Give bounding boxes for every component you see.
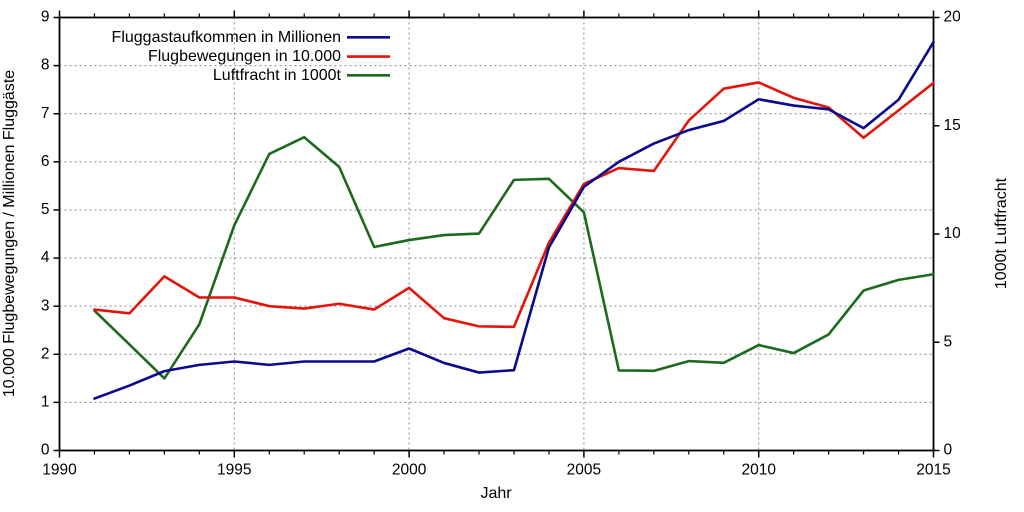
svg-text:4: 4 (41, 249, 50, 266)
svg-text:6: 6 (41, 153, 50, 170)
svg-text:Jahr: Jahr (480, 485, 512, 502)
svg-text:20: 20 (944, 9, 962, 26)
svg-text:0: 0 (41, 442, 50, 459)
svg-text:2015: 2015 (916, 462, 950, 479)
svg-text:9: 9 (41, 9, 50, 26)
svg-text:5: 5 (41, 201, 50, 218)
svg-text:8: 8 (41, 57, 50, 74)
svg-text:2000: 2000 (392, 462, 427, 479)
svg-text:15: 15 (944, 117, 961, 134)
svg-text:5: 5 (944, 333, 953, 350)
svg-text:1990: 1990 (42, 462, 77, 479)
svg-text:Luftfracht in 1000t: Luftfracht in 1000t (213, 67, 342, 84)
svg-text:1: 1 (41, 393, 50, 410)
svg-text:3: 3 (41, 297, 50, 314)
svg-text:2010: 2010 (741, 462, 776, 479)
svg-text:10: 10 (944, 225, 962, 242)
svg-text:Flugbewegungen in 10.000: Flugbewegungen in 10.000 (148, 48, 341, 65)
svg-text:2: 2 (41, 345, 50, 362)
svg-text:2005: 2005 (567, 462, 601, 479)
svg-text:0: 0 (944, 442, 953, 459)
svg-text:7: 7 (41, 105, 50, 122)
svg-text:1000t Luftfracht: 1000t Luftfracht (993, 177, 1010, 289)
svg-text:Fluggastaufkommen in Millionen: Fluggastaufkommen in Millionen (112, 29, 341, 46)
svg-text:1995: 1995 (217, 462, 251, 479)
svg-text:10.000 Flugbewegungen / Millio: 10.000 Flugbewegungen / Millionen Fluggä… (1, 70, 18, 397)
